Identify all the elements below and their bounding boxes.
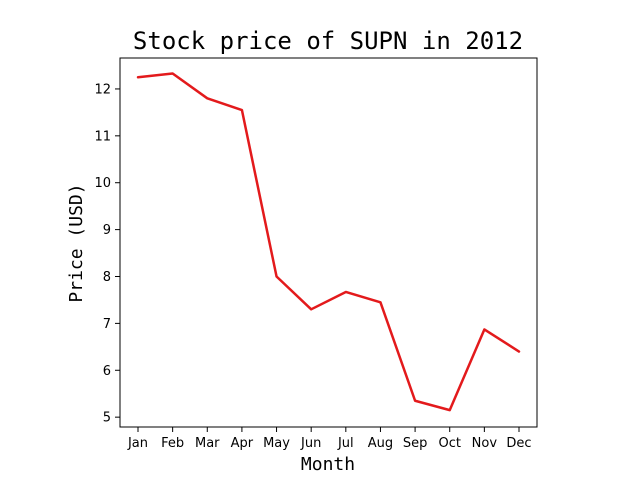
- x-tick-label: Oct: [438, 436, 460, 451]
- x-tick-label: Aug: [368, 436, 393, 451]
- x-tick-label: Sep: [403, 436, 428, 451]
- x-tick-label: Feb: [161, 436, 184, 451]
- y-tick-label: 8: [103, 270, 111, 285]
- x-axis-label: Month: [301, 454, 355, 475]
- x-tick-label: Dec: [506, 436, 531, 451]
- x-tick-label: Jan: [127, 436, 148, 451]
- series-line-0: [136, 72, 521, 412]
- plot-frame: [119, 57, 538, 428]
- y-tick-label: 6: [103, 364, 111, 379]
- y-tick-label: 7: [103, 317, 111, 332]
- y-tick-label: 11: [94, 129, 111, 144]
- chart-title: Stock price of SUPN in 2012: [133, 27, 523, 55]
- y-tick-label: 12: [94, 82, 111, 97]
- plot-area: Jan Feb Mar Apr May Jun Jul Aug Sep Oct Nov Dec 5 6 7 8…: [94, 57, 538, 451]
- x-tick-label: Nov: [472, 436, 498, 451]
- y-axis-label: Price (USD): [66, 183, 87, 302]
- y-tick-label: 5: [103, 411, 111, 426]
- y-tick-label: 10: [94, 176, 111, 191]
- x-tick-label: Jul: [337, 436, 354, 451]
- x-tick-label: May: [263, 436, 290, 451]
- x-tick-label: Mar: [195, 436, 220, 451]
- x-tick-label: Apr: [231, 436, 254, 451]
- x-tick-label: Jun: [300, 436, 321, 451]
- y-tick-label: 9: [103, 223, 111, 238]
